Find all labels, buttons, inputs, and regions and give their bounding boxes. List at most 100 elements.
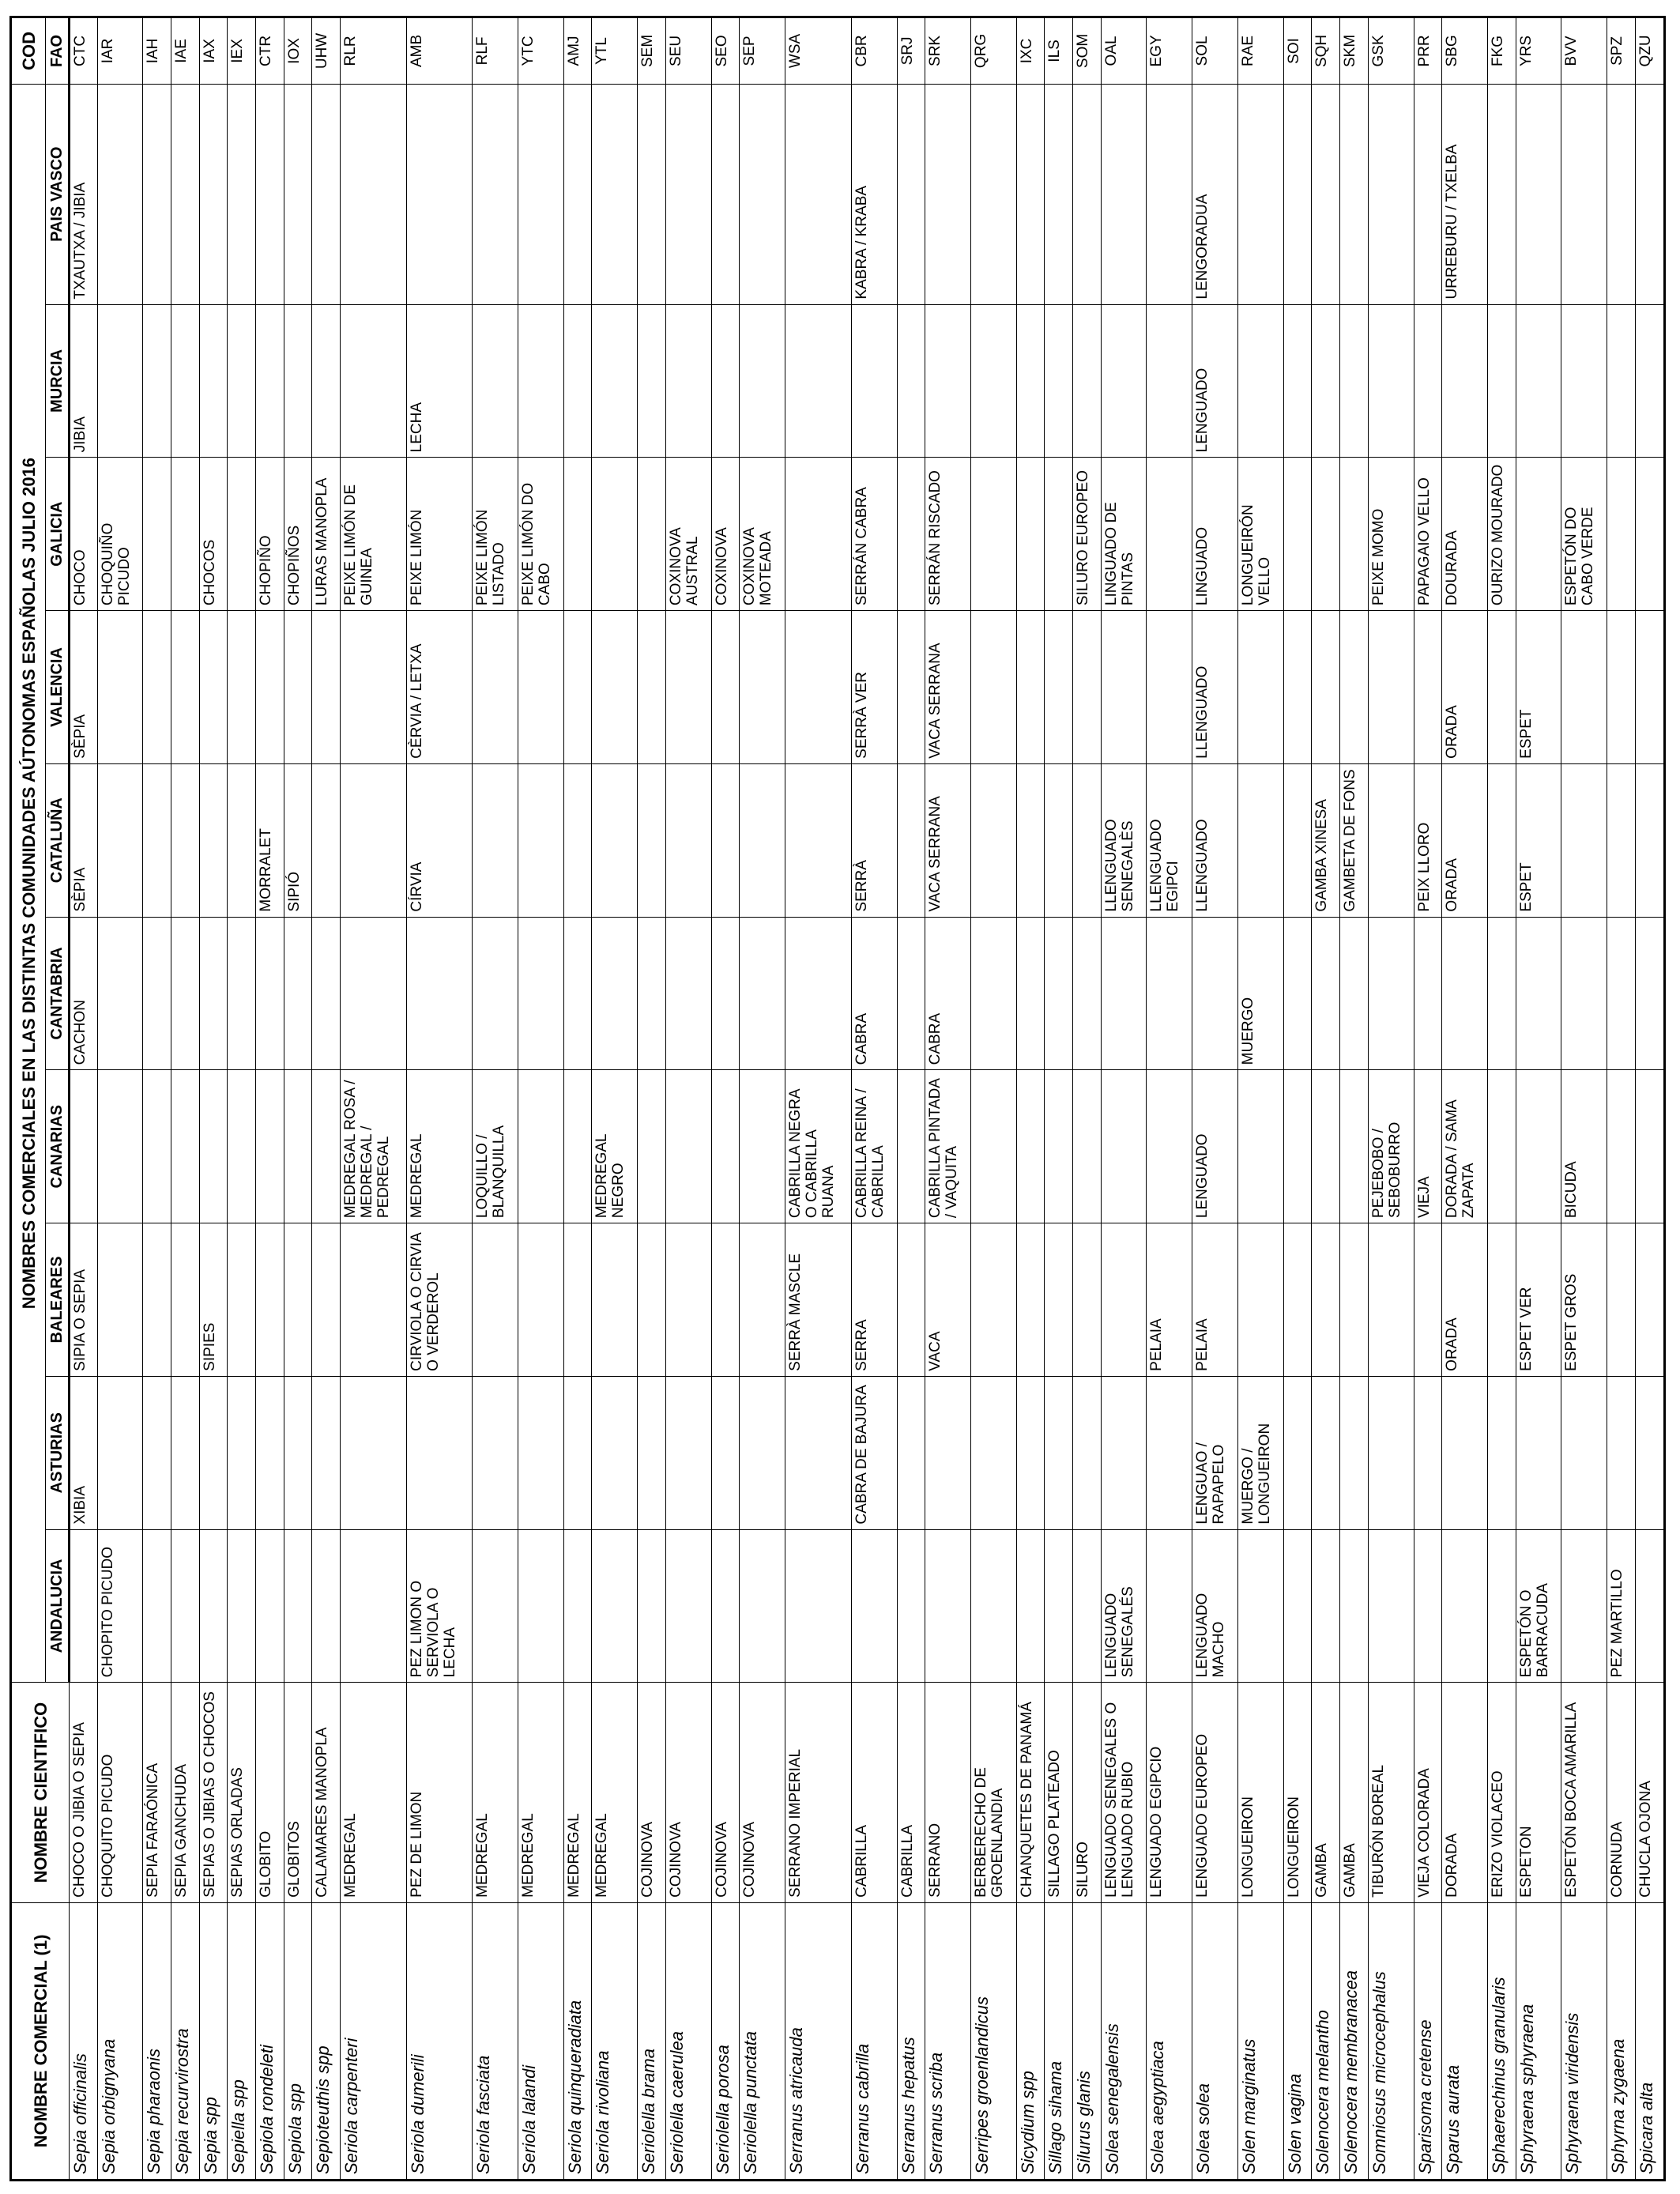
table-row: Seriolella porosa COJINOVA COXINOVA SEO (711, 17, 740, 2181)
region-name-cell (637, 1069, 666, 1223)
region-name-cell (1368, 610, 1414, 764)
region-name-cell (1283, 1376, 1312, 1530)
fao-code-cell: QRG (970, 17, 1017, 85)
region-name-cell (1487, 763, 1516, 918)
scientific-name-cell: Seriola rivoliana (591, 1902, 638, 2181)
region-name-cell (142, 1529, 171, 1683)
commercial-name-cell: GAMBA (1311, 1682, 1340, 1903)
region-name-cell (171, 1529, 200, 1683)
region-name-cell (518, 1529, 564, 1683)
region-name-cell (1368, 763, 1414, 918)
region-name-cell (1607, 304, 1636, 458)
region-name-cell: CÈRVIA / LETXA (406, 610, 473, 764)
region-name-cell (406, 917, 473, 1070)
region-name-cell (970, 84, 1017, 305)
region-name-cell (284, 84, 312, 305)
scientific-name-cell: Serranus atricauda (785, 1902, 852, 2181)
region-name-cell (199, 763, 228, 918)
region-name-cell (970, 457, 1017, 611)
region-name-cell (340, 610, 407, 764)
region-name-cell (970, 1376, 1017, 1530)
region-name-cell (563, 917, 592, 1070)
region-name-cell (591, 1529, 638, 1683)
commercial-name-cell: COJINOVA (711, 1682, 740, 1903)
table-row: Serranus scriba SERRANO VACA CABRILLA PINTA… (925, 17, 971, 2181)
header-region: CATALUÑA (45, 763, 70, 918)
region-name-cell: LENGUADO (1192, 1069, 1238, 1223)
region-name-cell (563, 1376, 592, 1530)
fao-code-cell: YTL (591, 17, 638, 85)
region-name-cell (591, 763, 638, 918)
region-name-cell (970, 917, 1017, 1070)
table-row: Seriola fasciata MEDREGAL LOQUILLO / BLANQ… (472, 17, 518, 2181)
region-name-cell (97, 304, 143, 458)
region-name-cell (739, 1529, 785, 1683)
fao-code-cell: SOI (1283, 17, 1312, 85)
region-name-cell (1146, 1376, 1192, 1530)
region-name-cell (171, 763, 200, 918)
scientific-name-cell: Sparus aurata (1441, 1902, 1488, 2181)
region-name-cell (171, 84, 200, 305)
region-name-cell (1311, 1529, 1340, 1683)
scientific-name-cell: Sphyrna zygaena (1607, 1902, 1636, 2181)
region-name-cell (1072, 763, 1102, 918)
region-name-cell (1283, 1069, 1312, 1223)
region-name-cell (1283, 304, 1312, 458)
header-region: VALENCIA (45, 610, 70, 764)
region-name-cell (711, 1069, 740, 1223)
fao-code-cell: SOL (1192, 17, 1238, 85)
region-name-cell (637, 304, 666, 458)
region-name-cell (1441, 917, 1488, 1070)
table-row: Sillago sihama SILLAGO PLATEADO ILS (1044, 17, 1073, 2181)
region-name-cell (1146, 304, 1192, 458)
fao-code-cell: CBR (851, 17, 898, 85)
region-name-cell (171, 1069, 200, 1223)
region-name-cell (518, 610, 564, 764)
region-name-cell (255, 84, 284, 305)
region-name-cell: DOURADA (1441, 457, 1488, 611)
scientific-name-cell: Sepia pharaonis (142, 1902, 171, 2181)
fao-code-cell: IEX (227, 17, 256, 85)
region-name-cell (1561, 610, 1607, 764)
fao-code-cell: RLR (340, 17, 407, 85)
region-name-cell (284, 1376, 312, 1530)
region-name-cell (1044, 1223, 1073, 1377)
region-name-cell (1368, 1529, 1414, 1683)
header-fao: FAO (45, 17, 70, 85)
region-name-cell: PAPAGAIO VELLO (1414, 457, 1442, 611)
fao-code-cell: SEO (711, 17, 740, 85)
region-name-cell (255, 1223, 284, 1377)
region-name-cell (785, 1376, 852, 1530)
commercial-name-cell: CHOQUITO PICUDO (97, 1682, 143, 1903)
region-name-cell: MEDREGAL ROSA / MEDREGAL / PEDREGAL (340, 1069, 407, 1223)
table-row: Solea aegyptiaca LENGUADO EGIPCIO PELAIA LL… (1146, 17, 1192, 2181)
scientific-name-cell: Sepiola rondeleti (255, 1902, 284, 2181)
region-name-cell: ORADA (1441, 610, 1488, 764)
region-name-cell: PELAIA (1192, 1223, 1238, 1377)
region-name-cell: LURAS MANOPLA (311, 457, 341, 611)
region-name-cell: CABRILLA NEGRA O CABRILLA RUANA (785, 1069, 852, 1223)
region-name-cell (227, 304, 256, 458)
table-row: Sphyraena sphyraena ESPETON ESPETÓN O BARR… (1516, 17, 1561, 2181)
region-name-cell (1072, 917, 1102, 1070)
table-row: Sepia spp SEPIAS O JIBIAS O CHOCOS SIPIES C… (199, 17, 228, 2181)
region-name-cell: ESPET (1516, 763, 1561, 918)
region-name-cell: PEIXE LIMÓN DE GUINEA (340, 457, 407, 611)
region-name-cell (897, 1529, 925, 1683)
region-name-cell (1368, 84, 1414, 305)
region-name-cell (255, 610, 284, 764)
region-name-cell (311, 304, 341, 458)
table-title: NOMBRES COMERCIALES EN LAS DISTINTAS COM… (10, 84, 46, 1683)
table-row: Solea senegalensis LENGUADO SENEGALES O L… (1101, 17, 1147, 2181)
region-name-cell (1339, 1376, 1369, 1530)
region-name-cell (1339, 1069, 1369, 1223)
region-name-cell (1072, 610, 1102, 764)
region-name-cell (1311, 457, 1340, 611)
region-name-cell (1607, 457, 1636, 611)
region-name-cell (1016, 763, 1045, 918)
region-name-cell (711, 610, 740, 764)
region-name-cell: CHOCO (69, 457, 98, 611)
region-name-cell (925, 304, 971, 458)
region-name-cell (1414, 1376, 1442, 1530)
region-name-cell: PEIX LLORO (1414, 763, 1442, 918)
